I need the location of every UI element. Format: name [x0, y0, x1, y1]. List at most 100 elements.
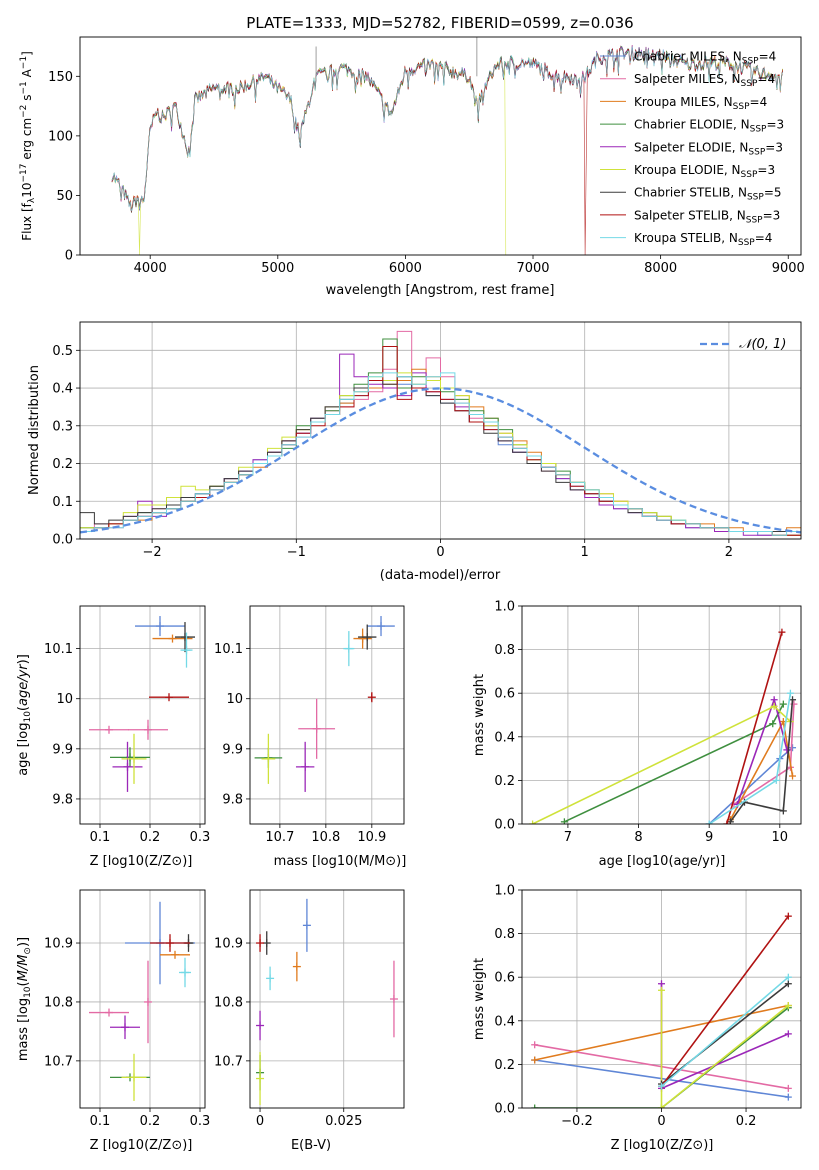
x-tick-label: 0	[256, 1114, 264, 1129]
frame-age-vs-mass	[249, 605, 405, 825]
data-point	[358, 624, 377, 650]
label-fragment: −17	[19, 164, 29, 183]
label-fragment: −2	[19, 105, 29, 118]
legend-subscript: SSP	[741, 79, 758, 89]
x-tick-label: 7000	[516, 261, 549, 276]
x-tick-label: 0.1	[90, 1114, 111, 1129]
data-point	[135, 616, 185, 637]
axes-spectrum: 4000 5000 6000 7000 8000 9000 0 50 100 150	[48, 70, 805, 276]
x-tick-label: −0.2	[561, 1114, 593, 1129]
y-tick-label: 9.9	[52, 742, 73, 757]
data-point	[261, 733, 276, 784]
x-tick-label: 1	[581, 545, 589, 560]
plot-area-weight-vs-Z	[531, 912, 792, 1108]
data-point	[256, 934, 265, 952]
legend-subscript: SSP	[738, 238, 755, 248]
spectrum-legend: Chabrier MILES, NSSP=4 Salpeter MILES, NS…	[600, 50, 784, 248]
label-fragment: −1	[19, 56, 29, 69]
x-tick-label: 0.2	[140, 1114, 161, 1129]
y-tick-label: 0.0	[494, 818, 515, 833]
plot-area-age-vs-mass	[254, 616, 395, 792]
label-fragment: Flux [f	[20, 202, 34, 240]
label-fragment: )]	[16, 654, 31, 664]
data-point	[295, 741, 315, 792]
legend-value: =5	[764, 186, 782, 200]
data-point	[389, 960, 398, 1038]
x-tick-label: 9000	[772, 261, 805, 276]
weight-age-ylabel: mass weight	[472, 674, 487, 756]
legend-value: =4	[757, 72, 775, 86]
y-tick-label: 100	[48, 129, 73, 144]
weight-line	[534, 1007, 789, 1108]
y-tick-label: 0.1	[52, 495, 73, 510]
histogram-series	[80, 372, 801, 539]
x-tick-label: 0	[436, 545, 444, 560]
plot-area-residuals	[80, 330, 801, 539]
x-tick-label: 10.9	[357, 830, 386, 845]
weight-age-xlabel: age [log10(age/yr)]	[599, 854, 726, 869]
legend-subscript: SSP	[742, 57, 759, 67]
legend-value: =3	[765, 140, 783, 154]
histogram-series	[80, 372, 801, 539]
data-point	[121, 1053, 147, 1101]
y-tick-label: 0.8	[494, 643, 515, 658]
data-point	[149, 693, 189, 702]
y-tick-label: 0.3	[52, 419, 73, 434]
spectrum-line	[111, 46, 783, 212]
label-fragment: A	[20, 68, 34, 81]
plot-area-mass-vs-EBV	[256, 898, 398, 1106]
residuals-legend: 𝒩(0, 1)	[700, 337, 786, 352]
y-tick-label: 0.6	[494, 687, 515, 702]
frame-mass-vs-Z	[79, 889, 206, 1109]
spectrum-xlabel: wavelength [Angstrom, rest frame]	[326, 283, 555, 298]
data-point	[179, 957, 191, 988]
chart-title: PLATE=1333, MJD=52782, FIBERID=0599, z=0…	[246, 14, 633, 32]
y-tick-label: 10	[56, 692, 73, 707]
legend-subscript: SSP	[746, 215, 763, 225]
data-point	[128, 719, 168, 740]
data-point	[110, 1015, 140, 1040]
y-tick-label: 0.2	[494, 774, 515, 789]
axes-mass-vs-Z: 0.1 0.2 0.3 10.7 10.8 10.9	[44, 890, 210, 1129]
x-tick-label: 0.3	[190, 830, 211, 845]
y-tick-label: 50	[56, 189, 73, 204]
data-point	[152, 634, 193, 643]
legend-subscript: SSP	[748, 147, 765, 157]
label-fragment: erg cm	[20, 118, 34, 164]
y-tick-label: 0.0	[494, 1102, 515, 1117]
x-tick-label: −1	[287, 545, 306, 560]
label-fragment: ]	[20, 51, 34, 56]
label-fragment: M/M	[16, 955, 31, 982]
data-point	[150, 934, 190, 952]
data-point	[89, 1008, 129, 1017]
label-fragment: (	[16, 706, 31, 711]
frame-spectrum	[79, 36, 802, 256]
residuals-xlabel: (data-model)/error	[380, 568, 501, 583]
data-point	[262, 931, 271, 955]
data-point	[367, 616, 395, 637]
x-tick-label: 0.025	[325, 1114, 362, 1129]
label-fragment: (	[16, 981, 31, 986]
x-tick-label: 4000	[134, 261, 167, 276]
x-tick-label: 0.2	[140, 830, 161, 845]
x-tick-label: 8000	[644, 261, 677, 276]
label-fragment: age/yr	[16, 663, 31, 706]
weight-line	[726, 631, 783, 824]
y-tick-label: 10.1	[44, 642, 73, 657]
data-point	[256, 1010, 265, 1041]
y-tick-label: 9.9	[222, 742, 243, 757]
weight-line	[729, 699, 794, 823]
spectrum-line	[111, 44, 783, 211]
x-tick-label: 0	[657, 1114, 665, 1129]
x-tick-label: 10.8	[311, 830, 340, 845]
mass-ebv-xlabel: E(B-V)	[291, 1138, 331, 1153]
data-point	[89, 725, 129, 734]
x-tick-label: 8	[634, 830, 642, 845]
legend-subscript: SSP	[733, 102, 750, 112]
y-tick-label: 9.8	[52, 792, 73, 807]
axes-age-vs-Z: 0.1 0.2 0.3 9.8 9.9 10 10.1	[44, 606, 210, 845]
frame-age-vs-Z	[79, 605, 206, 825]
label-fragment: s	[20, 95, 34, 105]
y-tick-label: 0.4	[494, 1014, 515, 1029]
y-tick-label: 10.8	[214, 995, 243, 1010]
